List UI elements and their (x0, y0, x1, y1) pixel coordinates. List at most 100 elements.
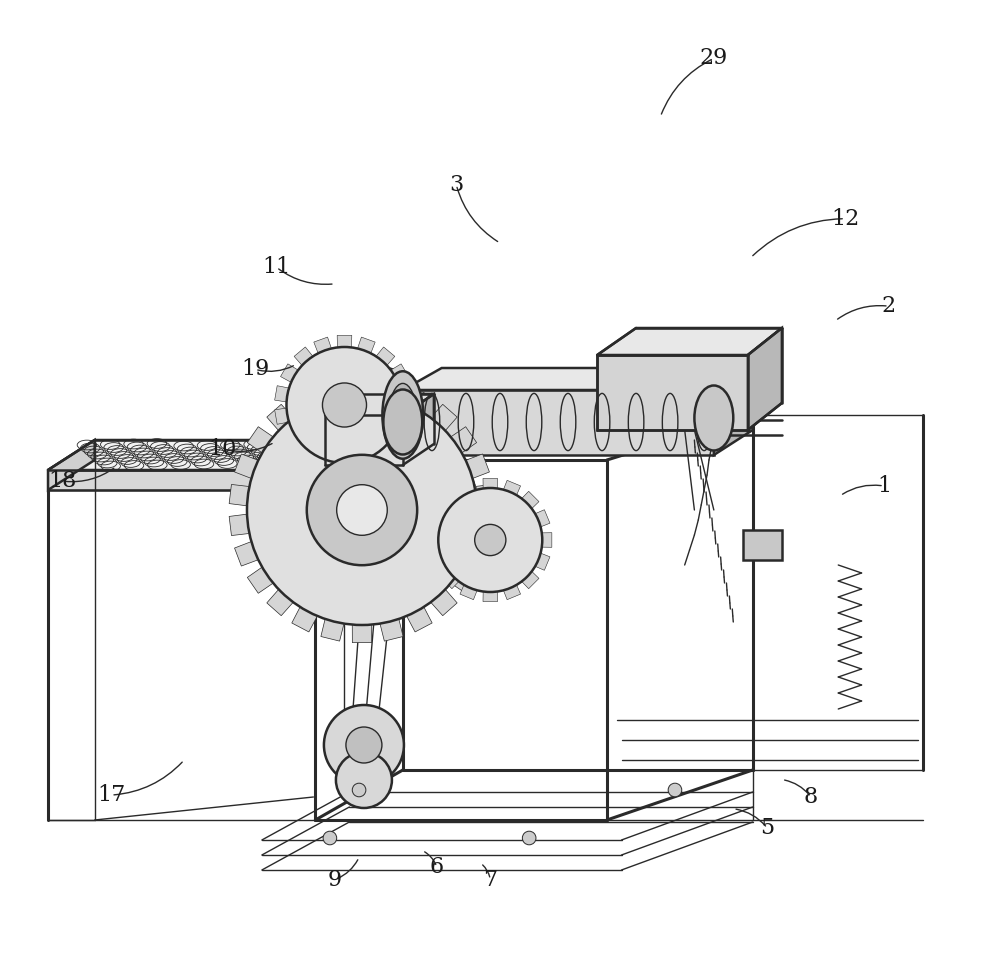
Polygon shape (267, 589, 293, 615)
Polygon shape (235, 454, 258, 478)
Polygon shape (503, 480, 521, 495)
Polygon shape (522, 572, 539, 589)
Ellipse shape (382, 371, 423, 459)
Circle shape (324, 705, 404, 785)
Text: 8: 8 (804, 786, 818, 808)
Polygon shape (522, 491, 539, 508)
Polygon shape (247, 567, 273, 593)
Polygon shape (442, 572, 459, 589)
Circle shape (475, 525, 506, 556)
Polygon shape (597, 328, 782, 355)
Polygon shape (48, 440, 95, 490)
Text: 1: 1 (877, 475, 891, 497)
Circle shape (336, 752, 392, 808)
Polygon shape (275, 386, 289, 402)
Polygon shape (535, 553, 550, 571)
Polygon shape (407, 388, 432, 413)
Polygon shape (542, 533, 552, 547)
Circle shape (322, 383, 367, 427)
Polygon shape (466, 454, 489, 478)
Text: 5: 5 (760, 817, 774, 839)
Polygon shape (748, 328, 782, 430)
Polygon shape (48, 440, 359, 470)
Circle shape (522, 831, 536, 845)
Polygon shape (376, 444, 395, 463)
Polygon shape (535, 509, 550, 527)
Polygon shape (48, 470, 310, 490)
Polygon shape (403, 390, 714, 455)
Circle shape (337, 485, 387, 536)
Text: 19: 19 (241, 359, 269, 380)
Polygon shape (442, 491, 459, 508)
Text: 18: 18 (48, 470, 77, 492)
Polygon shape (281, 428, 298, 446)
Polygon shape (743, 530, 782, 560)
Polygon shape (325, 415, 403, 465)
Polygon shape (466, 541, 489, 566)
Polygon shape (391, 364, 408, 382)
Ellipse shape (694, 386, 733, 450)
Text: 11: 11 (262, 257, 291, 278)
Polygon shape (429, 533, 439, 547)
Polygon shape (380, 619, 403, 642)
Polygon shape (400, 408, 414, 425)
Polygon shape (358, 457, 375, 473)
Circle shape (323, 831, 337, 845)
Polygon shape (337, 335, 352, 347)
Ellipse shape (383, 390, 422, 455)
Polygon shape (292, 607, 317, 632)
Polygon shape (714, 368, 753, 455)
Circle shape (352, 783, 366, 797)
Polygon shape (281, 364, 298, 382)
Text: 10: 10 (209, 438, 237, 460)
Polygon shape (229, 484, 249, 505)
Polygon shape (294, 444, 313, 463)
Polygon shape (400, 386, 414, 402)
Polygon shape (267, 404, 293, 431)
Text: 6: 6 (430, 856, 444, 878)
Polygon shape (352, 377, 372, 396)
Polygon shape (431, 589, 457, 615)
Polygon shape (407, 607, 432, 632)
Polygon shape (483, 592, 498, 602)
Polygon shape (275, 408, 289, 425)
Polygon shape (451, 567, 477, 593)
Circle shape (247, 395, 477, 625)
Text: 3: 3 (449, 174, 463, 195)
Polygon shape (235, 541, 258, 566)
Circle shape (438, 488, 542, 592)
Polygon shape (294, 347, 313, 365)
Polygon shape (380, 379, 403, 401)
Polygon shape (403, 394, 434, 465)
Circle shape (286, 347, 402, 463)
Polygon shape (431, 404, 457, 431)
Polygon shape (451, 427, 477, 453)
Polygon shape (337, 463, 352, 474)
Polygon shape (460, 585, 477, 600)
Text: 2: 2 (882, 295, 896, 317)
Polygon shape (321, 619, 344, 642)
Polygon shape (460, 480, 477, 495)
Polygon shape (247, 427, 273, 453)
Polygon shape (358, 337, 375, 353)
Polygon shape (431, 553, 445, 571)
Text: 9: 9 (328, 869, 342, 890)
Polygon shape (483, 478, 498, 489)
Polygon shape (310, 440, 359, 490)
Polygon shape (475, 514, 495, 536)
Polygon shape (503, 585, 521, 600)
Polygon shape (352, 625, 372, 642)
Text: 12: 12 (831, 208, 859, 229)
Text: 17: 17 (97, 784, 125, 806)
Text: 29: 29 (700, 48, 728, 69)
Polygon shape (475, 484, 495, 505)
Circle shape (307, 455, 417, 565)
Text: 7: 7 (483, 869, 497, 890)
Polygon shape (597, 355, 748, 430)
Polygon shape (321, 379, 344, 401)
Polygon shape (431, 509, 445, 527)
Ellipse shape (389, 383, 416, 446)
Polygon shape (229, 514, 249, 536)
Polygon shape (292, 388, 317, 413)
Polygon shape (314, 457, 331, 473)
